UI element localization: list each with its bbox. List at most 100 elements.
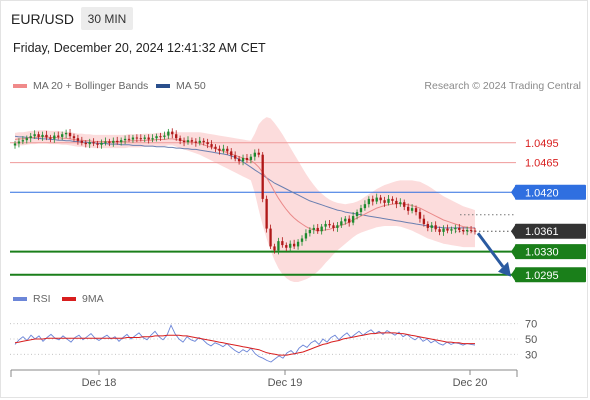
candle-body (72, 136, 76, 139)
candle (359, 204, 363, 217)
support-label-5: 1.0295 (525, 270, 559, 282)
candle-body (218, 148, 221, 151)
candle-body (194, 141, 198, 143)
candle (351, 212, 355, 226)
ma50-line (14, 135, 475, 229)
candle-body (312, 227, 315, 230)
candle-body (226, 148, 229, 152)
candle-body (33, 134, 36, 137)
candle (458, 223, 461, 233)
candle-body (418, 212, 422, 219)
candle-body (391, 198, 394, 201)
resistance-label-1: 1.0465 (525, 158, 559, 170)
candle-body (422, 218, 426, 224)
candle (269, 224, 272, 250)
candle (147, 134, 150, 144)
candle (438, 226, 441, 236)
candle-body (151, 138, 154, 140)
candle (171, 128, 174, 139)
candle-body (367, 198, 371, 205)
candle-body (163, 135, 166, 137)
candle (261, 152, 264, 203)
candle (387, 194, 390, 206)
candle-body (450, 229, 453, 231)
candle-body (296, 241, 300, 247)
candle (112, 137, 115, 147)
candle-body (328, 223, 331, 226)
candle-body (202, 140, 205, 143)
candle (104, 137, 107, 146)
candle (45, 130, 48, 141)
legend-9ma: 9MA (62, 293, 104, 305)
candle (332, 222, 335, 232)
candle (285, 242, 288, 252)
candle-body (175, 134, 178, 139)
candle (367, 196, 371, 208)
candle-body (406, 206, 410, 211)
candle-body (253, 152, 256, 157)
candle-body (379, 197, 382, 201)
candle (116, 136, 119, 145)
candle-body (462, 229, 465, 232)
last-price-tag-tip (511, 225, 515, 238)
legend-rsi: RSI (13, 293, 51, 305)
candle (135, 134, 139, 143)
candle-body (241, 157, 245, 162)
candle-body (119, 140, 123, 143)
candle-body (387, 198, 390, 203)
candle-body (308, 229, 312, 234)
candle (88, 138, 91, 149)
candle (41, 131, 44, 141)
candle (442, 225, 445, 236)
candle (127, 134, 131, 143)
candle (175, 130, 178, 141)
support-tag-4 (515, 244, 586, 260)
candle-body (76, 138, 80, 141)
candle-body (108, 141, 111, 143)
candle (190, 137, 194, 145)
candle-body (410, 208, 414, 211)
candle (53, 132, 56, 143)
interval-button[interactable]: 30 MIN (81, 7, 133, 30)
candle-body (17, 141, 21, 144)
candle-body (61, 134, 64, 137)
candle (253, 149, 256, 161)
candle (414, 205, 418, 216)
candle (37, 131, 40, 141)
candle (273, 243, 276, 254)
candle (230, 148, 233, 160)
candle-body (363, 204, 367, 209)
candle-body (261, 154, 264, 199)
candle-body (277, 241, 280, 251)
candle-body (53, 135, 56, 139)
candle-body (320, 226, 323, 232)
candle-body (249, 156, 253, 160)
x-tick-label-1: Dec 19 (268, 377, 303, 389)
candle (237, 156, 241, 165)
candle-body (147, 137, 150, 140)
candle (218, 145, 221, 155)
candle (446, 224, 449, 234)
candle-body (359, 208, 363, 213)
legend-ma20-label: MA 20 + Bollinger Bands (33, 80, 149, 92)
candle (348, 215, 351, 227)
pivot-tag (515, 184, 586, 200)
candle (222, 144, 225, 154)
candle-body (92, 142, 95, 144)
candle (182, 137, 186, 147)
candle (178, 135, 182, 145)
candle-body (135, 137, 139, 139)
candle (450, 226, 453, 234)
candle (249, 154, 253, 164)
candle-body (80, 140, 84, 143)
candle-body (178, 138, 182, 141)
candle (308, 227, 312, 237)
candle-body (355, 212, 359, 217)
candle (281, 237, 284, 248)
ma20-swatch (13, 84, 27, 88)
candle (151, 134, 154, 143)
candle (292, 239, 296, 250)
candle-body (25, 138, 28, 141)
candle-body (171, 131, 174, 135)
projection-arrow-shaft (476, 232, 505, 268)
